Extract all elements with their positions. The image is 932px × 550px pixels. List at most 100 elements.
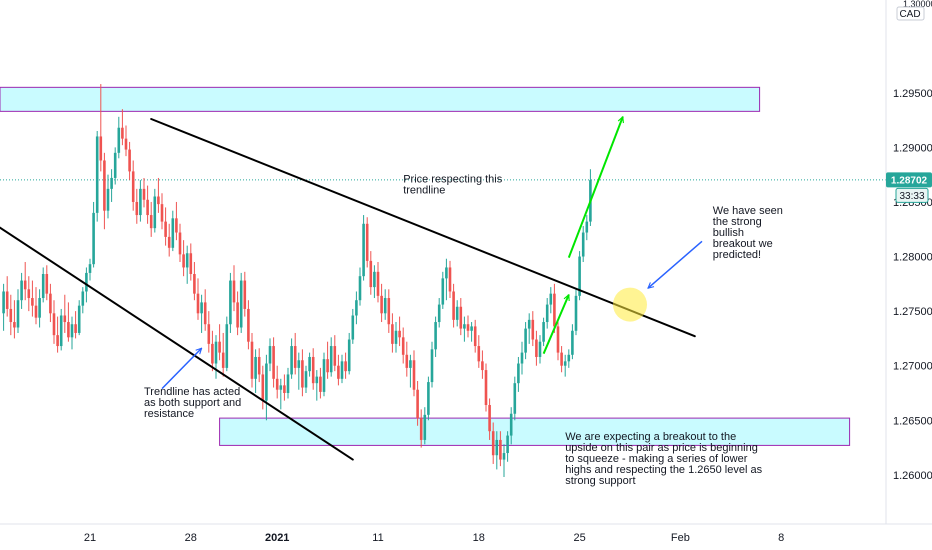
candle[interactable] (315, 370, 319, 401)
candle[interactable] (513, 376, 517, 421)
expecting-breakout-note[interactable]: We are expecting a breakout to the upside… (565, 431, 762, 487)
candle[interactable] (265, 354, 268, 421)
candle[interactable] (49, 283, 52, 323)
candle[interactable] (452, 283, 455, 328)
target-arrow[interactable] (567, 117, 623, 258)
candle[interactable] (164, 207, 167, 246)
candle[interactable] (308, 352, 311, 377)
candle[interactable] (531, 311, 535, 347)
candle[interactable] (182, 240, 185, 277)
candle[interactable] (412, 350, 416, 397)
candle[interactable] (409, 354, 412, 388)
candle[interactable] (326, 341, 329, 379)
candle[interactable] (261, 365, 265, 410)
candle[interactable] (358, 267, 362, 306)
candle[interactable] (387, 289, 391, 333)
candle[interactable] (301, 349, 304, 397)
candle[interactable] (394, 322, 398, 353)
candle[interactable] (27, 276, 31, 312)
candle[interactable] (549, 287, 553, 314)
candle[interactable] (405, 341, 409, 377)
candle[interactable] (495, 431, 499, 470)
candle[interactable] (333, 335, 337, 372)
candle[interactable] (553, 283, 556, 333)
candle[interactable] (293, 332, 297, 375)
candle[interactable] (470, 322, 473, 342)
breakout-arrow[interactable] (542, 295, 569, 355)
candle[interactable] (171, 210, 175, 252)
candle[interactable] (545, 298, 549, 329)
candle[interactable] (347, 332, 351, 375)
candle[interactable] (344, 352, 347, 379)
candle[interactable] (416, 380, 419, 426)
candle[interactable] (581, 225, 585, 262)
candle[interactable] (473, 319, 477, 353)
candle[interactable] (88, 258, 92, 281)
candle[interactable] (139, 180, 142, 222)
descending-trendline[interactable] (150, 117, 696, 338)
candle[interactable] (254, 349, 257, 393)
candle[interactable] (459, 298, 463, 336)
candle[interactable] (329, 337, 333, 377)
candle[interactable] (391, 313, 394, 353)
candle[interactable] (221, 332, 225, 377)
candle[interactable] (56, 316, 59, 353)
candle[interactable] (527, 313, 531, 344)
candle[interactable] (203, 289, 207, 331)
candle[interactable] (268, 338, 272, 372)
candle[interactable] (272, 337, 275, 388)
candle[interactable] (560, 346, 563, 373)
candle[interactable] (355, 291, 358, 325)
candle[interactable] (502, 444, 506, 478)
candle[interactable] (218, 324, 221, 361)
candle[interactable] (250, 332, 254, 388)
candle[interactable] (257, 348, 261, 383)
candle[interactable] (477, 335, 481, 368)
candle[interactable] (283, 374, 286, 401)
candle[interactable] (401, 327, 405, 364)
candle[interactable] (430, 341, 434, 388)
candle[interactable] (499, 431, 502, 467)
candle[interactable] (286, 367, 290, 399)
candle[interactable] (153, 188, 157, 233)
candle[interactable] (16, 289, 20, 333)
candle[interactable] (556, 319, 560, 361)
candle[interactable] (445, 258, 448, 301)
candle[interactable] (38, 289, 41, 328)
candle[interactable] (117, 116, 121, 159)
candle[interactable] (175, 201, 178, 241)
candle[interactable] (45, 265, 49, 301)
candle[interactable] (423, 407, 427, 445)
candle[interactable] (121, 109, 124, 146)
candle[interactable] (9, 294, 13, 336)
candle[interactable] (113, 147, 117, 185)
candle[interactable] (23, 262, 27, 301)
candle[interactable] (517, 356, 520, 392)
candle[interactable] (103, 152, 106, 230)
candle[interactable] (311, 348, 315, 390)
candle[interactable] (160, 193, 164, 230)
candle[interactable] (211, 330, 214, 372)
candle[interactable] (463, 316, 466, 342)
candle[interactable] (337, 354, 340, 386)
candle[interactable] (146, 185, 149, 224)
candle[interactable] (437, 298, 441, 328)
candle[interactable] (229, 272, 232, 333)
candle[interactable] (74, 311, 77, 339)
candle[interactable] (31, 280, 34, 317)
candle[interactable] (131, 160, 135, 211)
candle[interactable] (200, 294, 203, 333)
candle[interactable] (376, 262, 380, 303)
candle[interactable] (193, 262, 196, 301)
candle[interactable] (67, 302, 70, 342)
candle[interactable] (81, 287, 85, 314)
candle[interactable] (369, 251, 373, 295)
candle[interactable] (142, 177, 146, 208)
candle[interactable] (542, 317, 545, 347)
candle[interactable] (167, 223, 171, 257)
candle[interactable] (585, 215, 589, 241)
candle[interactable] (92, 201, 95, 268)
candle[interactable] (41, 267, 45, 303)
candle[interactable] (185, 245, 189, 284)
candle[interactable] (491, 422, 495, 464)
